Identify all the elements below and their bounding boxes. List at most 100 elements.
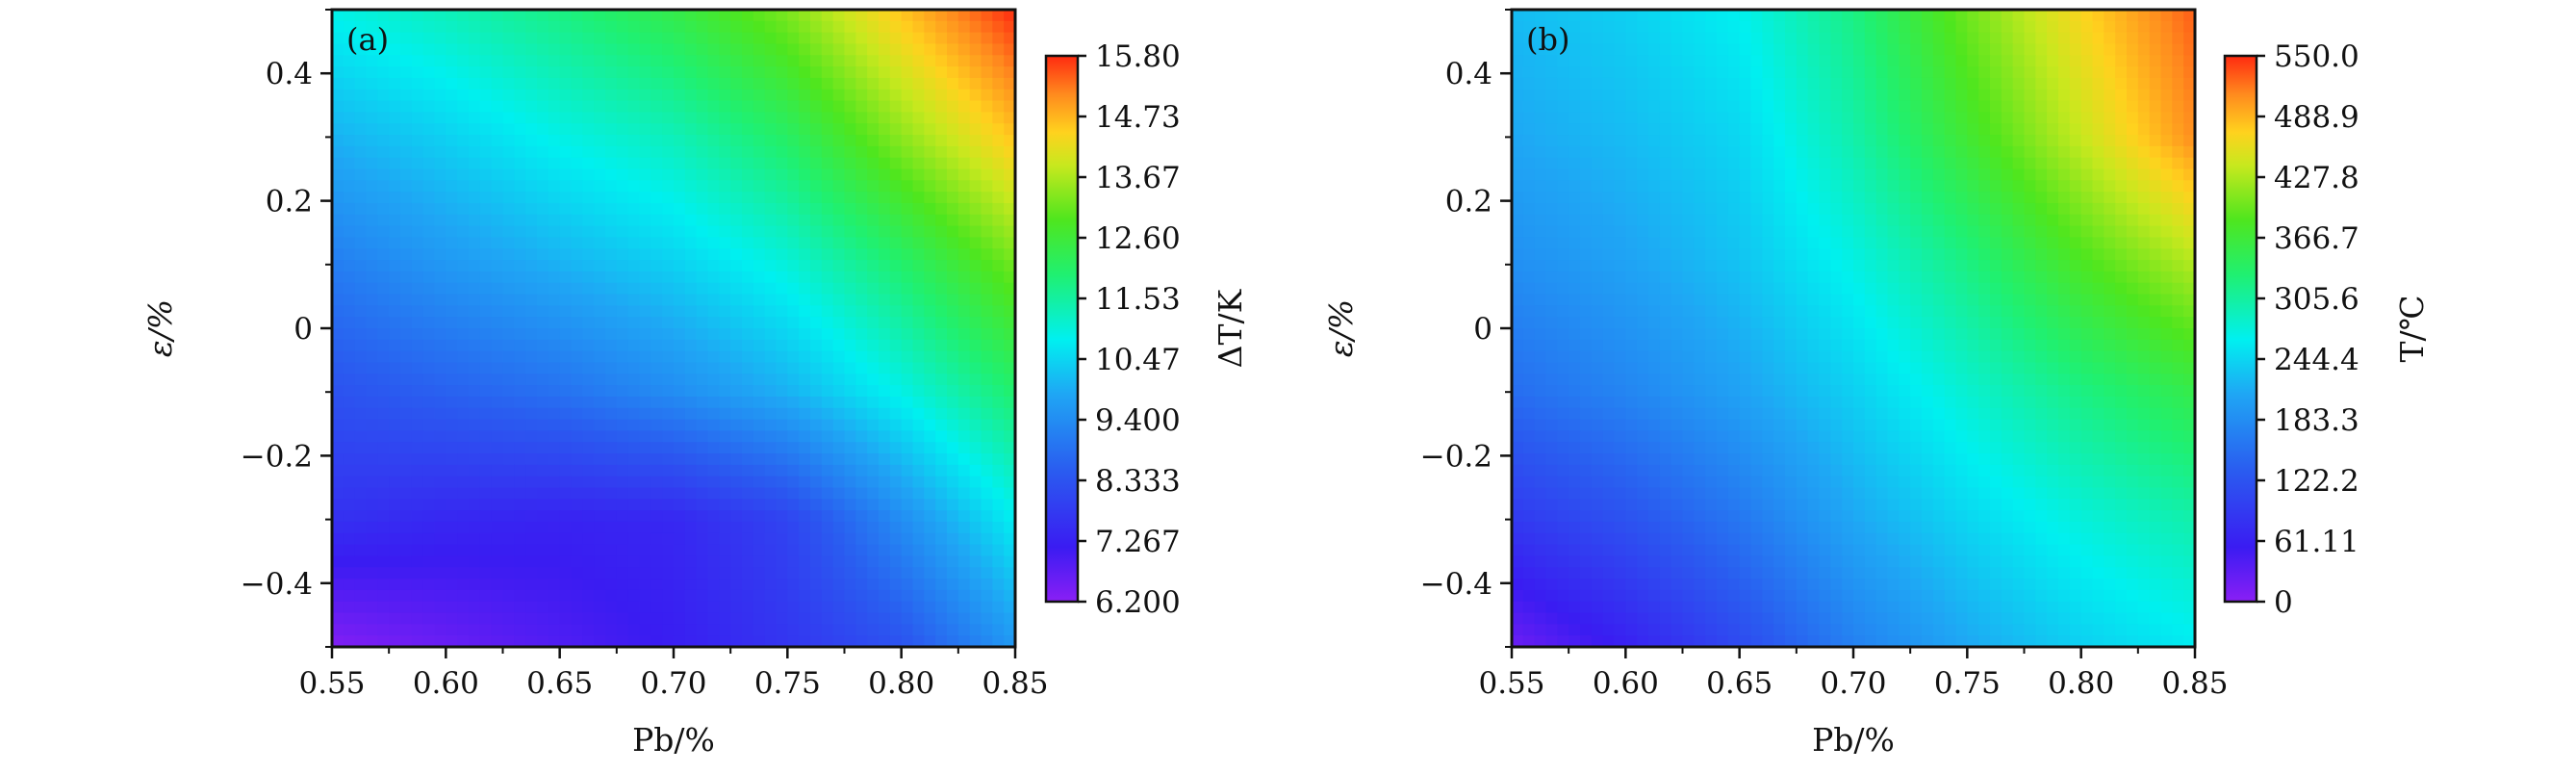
heatmap-cell [935, 66, 948, 79]
heatmap-cell [1910, 202, 1923, 216]
heatmap-cell [2035, 123, 2048, 136]
heatmap-cell [799, 339, 811, 352]
heatmap-cell [1842, 168, 1854, 181]
heatmap-cell [1727, 32, 1741, 45]
heatmap-cell [2012, 157, 2026, 170]
heatmap-cell [1807, 43, 1821, 56]
heatmap-cell [707, 135, 720, 147]
heatmap-cell [469, 339, 481, 352]
heatmap-cell [605, 385, 618, 398]
heatmap-cell [502, 350, 515, 364]
heatmap-cell [1705, 32, 1718, 45]
heatmap-cell [981, 43, 993, 56]
heatmap-cell [1955, 168, 1968, 181]
heatmap-cell [901, 567, 914, 580]
heatmap-cell [377, 487, 390, 500]
heatmap-cell [616, 55, 629, 67]
heatmap-cell [1717, 20, 1729, 34]
heatmap-cell [1875, 135, 1889, 147]
heatmap-cell [559, 555, 573, 568]
heatmap-cell [446, 305, 458, 318]
heatmap-cell [707, 532, 720, 546]
heatmap-cell [2069, 135, 2082, 147]
heatmap-cell [719, 442, 731, 454]
heatmap-cell [1978, 168, 1991, 181]
heatmap-cell [400, 237, 413, 249]
heatmap-cell [2115, 135, 2128, 147]
heatmap-cell [684, 476, 698, 489]
heatmap-cell [832, 579, 846, 591]
heatmap-cell [684, 521, 698, 534]
heatmap-cell [2035, 202, 2048, 216]
heatmap-cell [844, 157, 856, 170]
heatmap-cell [662, 612, 675, 625]
heatmap-cell [1739, 202, 1752, 216]
heatmap-cell [1727, 157, 1741, 170]
heatmap-cell [924, 476, 936, 489]
heatmap-cell [832, 419, 846, 431]
heatmap-cell [935, 123, 948, 136]
heatmap-cell [1569, 20, 1581, 34]
heatmap-cell [571, 20, 583, 34]
heatmap-cell [810, 499, 823, 511]
heatmap-cell [1682, 260, 1695, 272]
heatmap-cell [1004, 294, 1016, 306]
heatmap-cell [1864, 135, 1877, 147]
heatmap-cell [969, 123, 982, 136]
heatmap-cell [616, 487, 629, 500]
heatmap-cell [411, 521, 424, 534]
heatmap-cell [594, 612, 606, 625]
heatmap-cell [810, 271, 823, 284]
heatmap-cell [684, 282, 698, 296]
heatmap-cell [981, 579, 993, 591]
heatmap-cell [776, 168, 788, 181]
heatmap-cell [469, 555, 481, 568]
heatmap-cell [1887, 180, 1900, 193]
heatmap-cell [1762, 157, 1774, 170]
heatmap-cell [559, 20, 573, 34]
heatmap-cell [366, 225, 378, 239]
heatmap-cell [343, 374, 356, 386]
heatmap-cell [2104, 77, 2116, 90]
heatmap-cell [1694, 260, 1706, 272]
heatmap-cell [1853, 66, 1866, 79]
heatmap-cell [2058, 145, 2071, 159]
heatmap-cell [969, 510, 982, 523]
heatmap-cell [627, 430, 641, 443]
heatmap-cell [992, 374, 1005, 386]
heatmap-cell [2092, 145, 2104, 159]
heatmap-cell [969, 282, 982, 296]
heatmap-cell [332, 225, 344, 239]
heatmap-cell [491, 487, 504, 500]
heatmap-cell [457, 612, 470, 625]
heatmap-cell [662, 100, 675, 113]
heatmap-cell [605, 442, 618, 454]
heatmap-cell [844, 635, 856, 648]
heatmap-cell [1004, 442, 1016, 454]
heatmap-cell [1557, 123, 1569, 136]
heatmap-cell [787, 476, 800, 489]
heatmap-cell [2092, 32, 2104, 45]
heatmap-cell [422, 589, 436, 603]
heatmap-cell [1807, 89, 1821, 102]
heatmap-cell [889, 442, 903, 454]
heatmap-cell [912, 374, 925, 386]
heatmap-cell [957, 123, 971, 136]
heatmap-cell [559, 350, 573, 364]
heatmap-cell [650, 214, 663, 227]
heatmap-cell [844, 180, 856, 193]
heatmap-cell [616, 612, 629, 625]
heatmap-cell [400, 521, 413, 534]
heatmap-cell [377, 89, 390, 102]
heatmap-cell [684, 55, 698, 67]
heatmap-cell [594, 521, 606, 534]
heatmap-cell [947, 214, 959, 227]
heatmap-cell [799, 374, 811, 386]
heatmap-cell [469, 442, 481, 454]
heatmap-cell [1796, 202, 1809, 216]
heatmap-cell [844, 396, 856, 409]
heatmap-cell [879, 510, 891, 523]
heatmap-cell [1990, 20, 2002, 34]
heatmap-cell [605, 521, 618, 534]
heatmap-cell [491, 374, 504, 386]
